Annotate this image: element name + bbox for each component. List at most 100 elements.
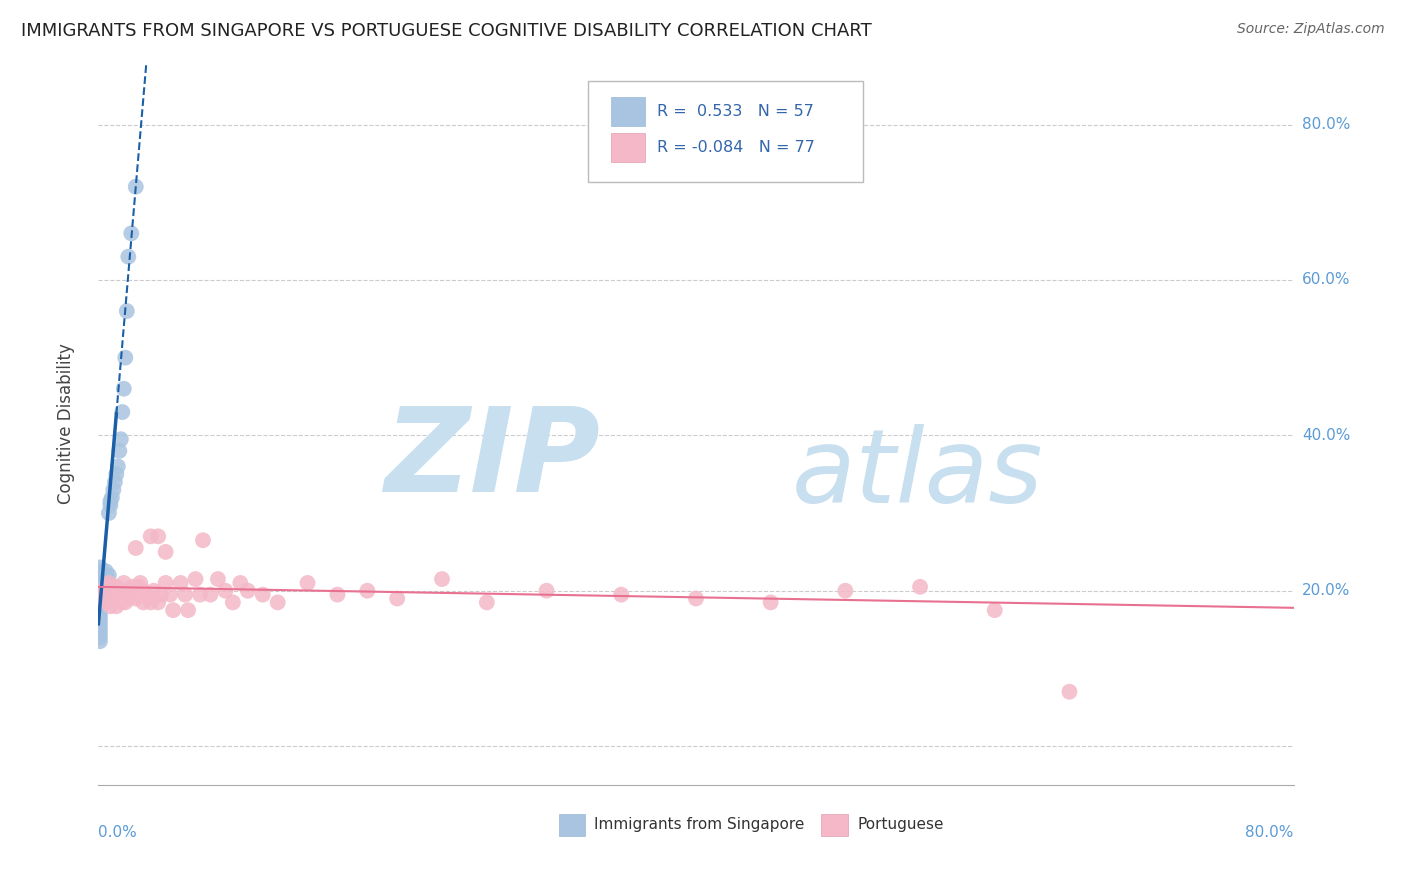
Point [111,588,134,602]
Point [222,595,245,609]
Point [105,599,128,614]
Point [610,588,633,602]
Point [101,595,124,609]
Point [759,595,782,609]
Text: atlas: atlas [792,425,1043,524]
Point [96,572,118,586]
Point [103,591,125,606]
Point [98,494,122,508]
Point [252,588,274,602]
Point [207,572,229,586]
Point [430,572,453,586]
FancyBboxPatch shape [821,814,848,836]
Point [169,576,191,591]
Point [150,588,173,602]
Point [89,631,111,645]
Point [229,576,252,591]
FancyBboxPatch shape [558,814,585,836]
Point [184,572,207,586]
Point [475,595,498,609]
Point [90,583,112,598]
Point [214,583,236,598]
Point [117,591,139,606]
Point [148,529,170,543]
Point [89,580,111,594]
Point [104,475,127,489]
Y-axis label: Cognitive Disability: Cognitive Disability [56,343,75,504]
Point [90,583,112,598]
Point [125,541,148,555]
Point [89,618,111,632]
Point [90,591,112,606]
Point [908,580,931,594]
Point [90,576,112,591]
Point [108,443,131,458]
Point [1059,684,1081,698]
Point [97,576,120,591]
Point [89,607,111,621]
Point [236,583,259,598]
Point [105,467,128,482]
Point [89,583,111,598]
Point [93,576,115,591]
Point [93,591,115,606]
Point [177,603,200,617]
Point [91,576,114,591]
Point [89,603,111,617]
Point [139,595,162,609]
Text: 80.0%: 80.0% [1302,117,1350,132]
Point [89,564,111,578]
Point [115,588,138,602]
Point [89,623,111,637]
Point [97,588,120,602]
Point [110,432,132,446]
Point [97,506,120,520]
Point [155,576,177,591]
Text: Portuguese: Portuguese [858,817,943,832]
Point [96,576,118,591]
Point [111,405,134,419]
Point [89,588,111,602]
Point [139,529,162,543]
Point [89,591,111,606]
Point [89,572,111,586]
Point [834,583,856,598]
Point [129,576,152,591]
Point [984,603,1007,617]
Point [91,588,114,602]
Point [90,595,112,609]
Text: 40.0%: 40.0% [1302,428,1350,442]
Text: ZIP: ZIP [384,402,600,517]
Point [112,382,135,396]
Point [120,583,142,598]
Point [89,576,111,591]
Point [112,576,135,591]
Text: 80.0%: 80.0% [1246,825,1294,839]
Point [91,568,114,582]
Point [94,564,117,578]
Point [89,634,111,648]
Point [97,568,120,582]
Point [94,568,117,582]
Point [297,576,319,591]
Point [104,588,127,602]
Point [104,595,127,609]
Point [90,580,112,594]
Point [114,351,136,365]
Point [90,588,112,602]
Point [188,588,211,602]
Point [89,560,111,574]
Point [132,595,155,609]
Point [110,595,132,609]
Text: Source: ZipAtlas.com: Source: ZipAtlas.com [1237,22,1385,37]
Point [326,588,349,602]
Point [125,591,148,606]
Text: 60.0%: 60.0% [1302,272,1350,287]
Point [142,583,165,598]
Point [135,588,157,602]
Point [101,583,124,598]
Point [121,580,143,594]
Point [98,498,122,512]
FancyBboxPatch shape [589,80,863,182]
Point [114,583,136,598]
